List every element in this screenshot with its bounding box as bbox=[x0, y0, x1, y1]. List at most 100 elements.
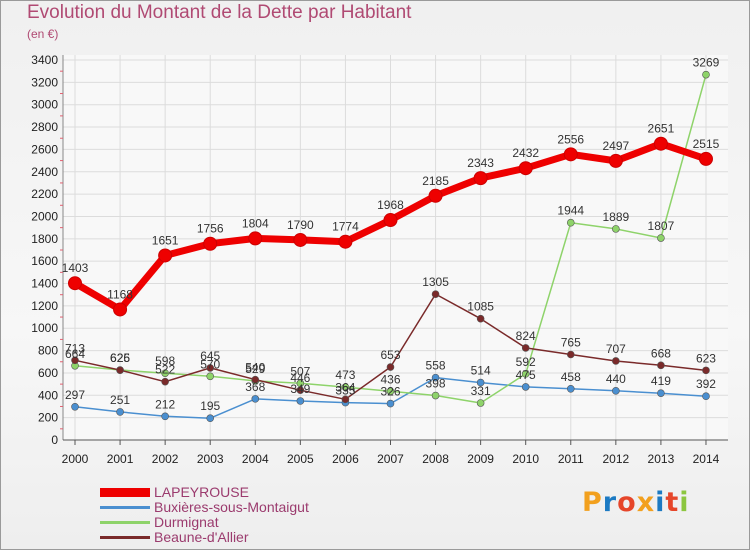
legend-swatch-buxieres bbox=[100, 506, 150, 509]
logo-letter: P bbox=[582, 487, 603, 518]
data-label: 349 bbox=[290, 382, 310, 396]
data-label: 529 bbox=[245, 362, 265, 376]
data-label: 1790 bbox=[287, 218, 314, 232]
data-point bbox=[206, 372, 215, 381]
data-point bbox=[657, 389, 665, 397]
data-label: 212 bbox=[155, 397, 175, 411]
y-tick-label: 1600 bbox=[31, 254, 58, 268]
data-point bbox=[251, 395, 260, 403]
data-label: 1968 bbox=[377, 198, 404, 212]
data-label: 368 bbox=[245, 380, 265, 394]
data-point bbox=[341, 383, 350, 391]
data-point bbox=[566, 350, 575, 359]
data-point bbox=[113, 302, 128, 317]
data-point bbox=[476, 399, 485, 407]
y-tick-label: 1800 bbox=[31, 232, 58, 246]
data-label: 1807 bbox=[648, 219, 675, 233]
data-label: 419 bbox=[651, 374, 671, 388]
data-point bbox=[612, 225, 620, 233]
y-tick-label: 2600 bbox=[31, 142, 58, 156]
data-label: 2497 bbox=[602, 139, 629, 153]
data-point bbox=[116, 366, 124, 374]
data-point bbox=[203, 236, 218, 251]
logo-letter: i bbox=[655, 487, 666, 518]
data-label: 475 bbox=[516, 368, 536, 382]
data-point bbox=[206, 414, 215, 423]
data-point bbox=[473, 171, 488, 186]
data-point bbox=[521, 344, 530, 352]
data-point bbox=[657, 234, 665, 242]
legend-label-lapeyrouse: LAPEYROUSE bbox=[154, 484, 249, 500]
y-tick-label: 1000 bbox=[31, 321, 58, 335]
data-label: 195 bbox=[200, 399, 220, 413]
x-tick-label: 2012 bbox=[602, 452, 629, 466]
data-label: 765 bbox=[561, 336, 581, 350]
data-point bbox=[702, 392, 710, 400]
y-tick-label: 600 bbox=[38, 366, 58, 380]
chart-title: Evolution du Montant de la Dette par Hab… bbox=[27, 2, 412, 23]
data-point bbox=[293, 232, 308, 247]
data-label: 1403 bbox=[62, 261, 89, 275]
data-point bbox=[431, 391, 440, 400]
data-label: 2651 bbox=[648, 122, 675, 136]
x-tick-label: 2014 bbox=[693, 452, 720, 466]
logo-letter: x bbox=[636, 487, 656, 518]
data-label: 514 bbox=[471, 364, 491, 378]
x-tick-label: 2010 bbox=[512, 452, 539, 466]
data-point bbox=[383, 213, 398, 228]
data-label: 626 bbox=[110, 351, 130, 365]
data-point bbox=[248, 231, 263, 246]
chart-axes: 0 200 400 600 800 1000 1200 1400 1600 1800 2000 220… bbox=[31, 53, 728, 466]
data-point bbox=[566, 385, 575, 393]
data-label: 2515 bbox=[693, 137, 720, 151]
data-label: 645 bbox=[200, 349, 220, 363]
data-point bbox=[386, 363, 395, 371]
data-label: 1168 bbox=[107, 287, 133, 301]
data-point bbox=[386, 399, 395, 408]
y-tick-label: 400 bbox=[38, 388, 58, 402]
data-point bbox=[657, 361, 665, 370]
x-tick-label: 2001 bbox=[107, 452, 134, 466]
y-tick-label: 200 bbox=[38, 411, 58, 425]
data-label: 458 bbox=[561, 370, 581, 384]
data-point bbox=[431, 373, 440, 382]
data-point bbox=[161, 377, 169, 386]
data-point bbox=[521, 370, 530, 378]
data-label: 664 bbox=[65, 347, 85, 361]
data-point bbox=[71, 356, 79, 365]
y-tick-label: 3200 bbox=[31, 75, 58, 89]
x-tick-label: 2008 bbox=[422, 452, 449, 466]
x-tick-label: 2000 bbox=[62, 452, 89, 466]
y-tick-label: 800 bbox=[38, 344, 58, 358]
chart-series bbox=[68, 70, 713, 423]
data-point bbox=[296, 397, 305, 405]
data-label: 625 bbox=[110, 351, 130, 365]
data-point bbox=[612, 357, 620, 365]
data-label: 446 bbox=[290, 371, 310, 385]
data-point bbox=[476, 314, 485, 323]
data-point bbox=[116, 408, 124, 416]
proxiti-logo: Proxiti bbox=[582, 487, 690, 518]
data-point bbox=[341, 395, 350, 404]
data-point bbox=[68, 276, 82, 291]
data-label: 3269 bbox=[693, 56, 720, 70]
legend-label-beaune: Beaune-d'Allier bbox=[154, 529, 249, 545]
data-label: 1651 bbox=[152, 233, 179, 247]
logo-letter: i bbox=[679, 487, 690, 518]
data-label: 398 bbox=[426, 377, 446, 391]
data-label: 558 bbox=[426, 359, 446, 373]
data-label: 1085 bbox=[467, 300, 494, 314]
x-tick-label: 2006 bbox=[332, 452, 359, 466]
data-label: 592 bbox=[516, 355, 536, 369]
data-label: 440 bbox=[606, 372, 626, 386]
data-label: 507 bbox=[290, 364, 310, 378]
y-tick-label: 3000 bbox=[31, 98, 58, 112]
data-label: 251 bbox=[110, 393, 130, 407]
data-label: 1804 bbox=[242, 216, 269, 230]
x-tick-label: 2011 bbox=[558, 452, 584, 466]
data-point bbox=[608, 153, 623, 168]
data-label: 335 bbox=[335, 384, 355, 398]
x-tick-label: 2007 bbox=[377, 452, 404, 466]
data-point bbox=[653, 136, 668, 151]
